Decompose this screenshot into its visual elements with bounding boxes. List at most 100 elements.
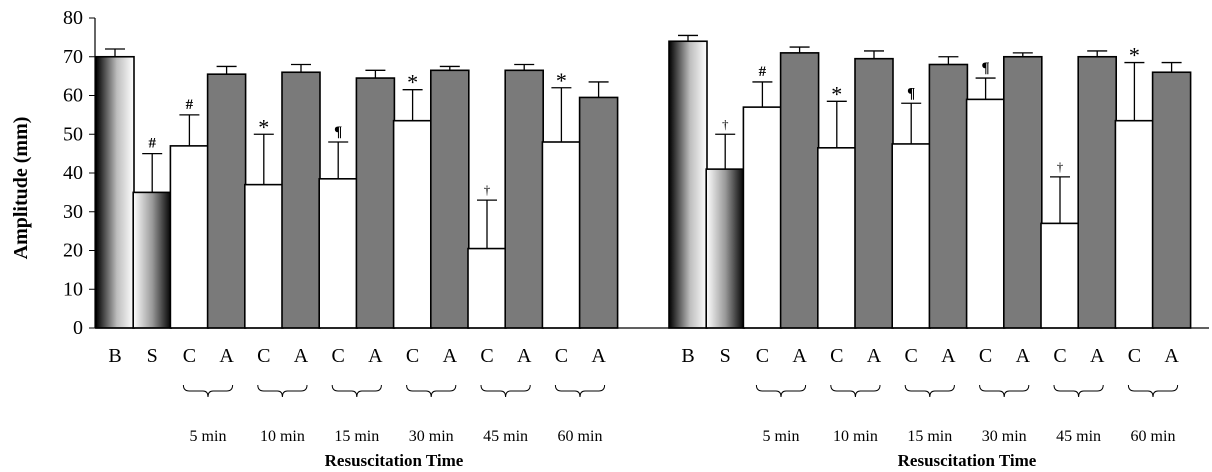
y-tick-label: 30: [63, 201, 83, 223]
time-group-bracket: [1127, 384, 1179, 398]
bar-a: [504, 69, 545, 329]
y-tick-label: 80: [63, 7, 83, 29]
bar-c: [891, 143, 932, 329]
bar-a: [355, 77, 396, 329]
x-category-label: S: [720, 345, 731, 367]
y-tick-label: 20: [63, 240, 83, 262]
time-group-bracket: [257, 384, 308, 398]
bar-a: [578, 96, 619, 329]
bar-a: [429, 69, 470, 329]
time-group-bracket: [904, 384, 955, 398]
significance-marker: ¶: [982, 60, 990, 76]
time-group-label: 60 min: [1131, 428, 1176, 445]
x-category-label: C: [830, 345, 843, 367]
x-category-label: C: [480, 345, 493, 367]
bar-a: [928, 63, 969, 329]
time-group-label: 5 min: [190, 428, 227, 445]
significance-marker: ¶: [907, 85, 915, 101]
y-tick-label: 50: [63, 123, 83, 145]
time-group-label: 45 min: [483, 428, 528, 445]
significance-marker: *: [556, 68, 567, 93]
x-category-label: A: [1090, 345, 1105, 367]
x-category-label: C: [979, 345, 992, 367]
significance-marker: ¶: [334, 124, 342, 140]
x-category-label: A: [368, 345, 383, 367]
time-group-label: 45 min: [1056, 428, 1101, 445]
bar-a: [854, 57, 894, 329]
time-group-label: 60 min: [558, 428, 603, 445]
time-group-bracket: [1053, 384, 1104, 398]
x-category-label: A: [294, 345, 309, 367]
x-category-label: A: [591, 345, 606, 367]
significance-marker: †: [1057, 159, 1064, 174]
time-group-label: 30 min: [409, 428, 454, 445]
x-category-label: B: [108, 345, 121, 367]
time-group-bracket: [331, 384, 382, 398]
x-category-label: A: [517, 345, 532, 367]
x-category-label: C: [406, 345, 419, 367]
bar-c: [541, 141, 582, 329]
significance-marker: *: [831, 81, 842, 106]
x-category-label: S: [147, 345, 158, 367]
time-group-bracket: [480, 384, 531, 398]
significance-marker: #: [148, 136, 156, 152]
bar-s: [132, 191, 172, 329]
significance-marker: #: [759, 64, 767, 80]
significance-marker: †: [722, 116, 729, 131]
time-group-bracket: [830, 384, 881, 398]
y-tick-label: 60: [63, 85, 83, 107]
x-category-label: A: [792, 345, 807, 367]
time-group-label: 15 min: [907, 428, 952, 445]
significance-marker: †: [484, 182, 491, 197]
bar-c: [169, 145, 210, 329]
significance-marker: *: [1129, 43, 1140, 68]
significance-marker: *: [258, 114, 269, 139]
time-group-bracket: [554, 384, 606, 398]
x-category-label: A: [941, 345, 956, 367]
bar-c: [965, 98, 1006, 329]
bar-c: [742, 106, 783, 329]
y-tick-label: 10: [63, 278, 83, 300]
time-group-label: 30 min: [982, 428, 1027, 445]
x-category-label: C: [756, 345, 769, 367]
significance-marker: #: [186, 97, 194, 113]
bar-c: [816, 147, 857, 329]
x-category-label: C: [1053, 345, 1066, 367]
y-axis: 0 10 20 30 40 50 60 70 80: [63, 7, 96, 339]
time-group-label: 10 min: [833, 428, 878, 445]
bar-c: [467, 247, 507, 329]
x-axis-title: Resuscitation Time: [325, 451, 464, 470]
bar-c: [1114, 119, 1155, 329]
x-category-label: C: [257, 345, 270, 367]
bar-a: [206, 73, 247, 329]
x-axis: B S C A C A C A C A C A C A5 min 10 min 15 min 30 min 45 …: [95, 327, 1209, 470]
bar-b: [668, 40, 708, 329]
y-tick-label: 40: [63, 162, 83, 184]
x-category-label: B: [681, 345, 694, 367]
bar-c: [318, 178, 359, 329]
bar-b: [95, 55, 135, 329]
time-group-bracket: [755, 384, 807, 398]
bar-a: [281, 71, 321, 329]
time-group-label: 10 min: [260, 428, 305, 445]
x-category-label: C: [905, 345, 918, 367]
x-axis-title: Resuscitation Time: [898, 451, 1037, 470]
significance-marker: *: [407, 70, 418, 95]
bar-a: [1077, 55, 1117, 329]
bar-a: [1151, 71, 1192, 329]
time-group-bracket: [979, 384, 1030, 398]
time-group-bracket: [182, 384, 234, 398]
y-axis-title: Amplitude (mm): [10, 117, 32, 260]
bar-c: [392, 119, 433, 329]
bar-c: [1040, 222, 1080, 329]
bar-s: [705, 168, 746, 329]
x-category-label: C: [1128, 345, 1141, 367]
time-group-label: 15 min: [334, 428, 379, 445]
bar-a: [779, 52, 820, 329]
y-tick-label: 0: [73, 317, 83, 339]
time-group-label: 5 min: [763, 428, 800, 445]
x-category-label: A: [219, 345, 234, 367]
x-category-label: A: [1016, 345, 1031, 367]
